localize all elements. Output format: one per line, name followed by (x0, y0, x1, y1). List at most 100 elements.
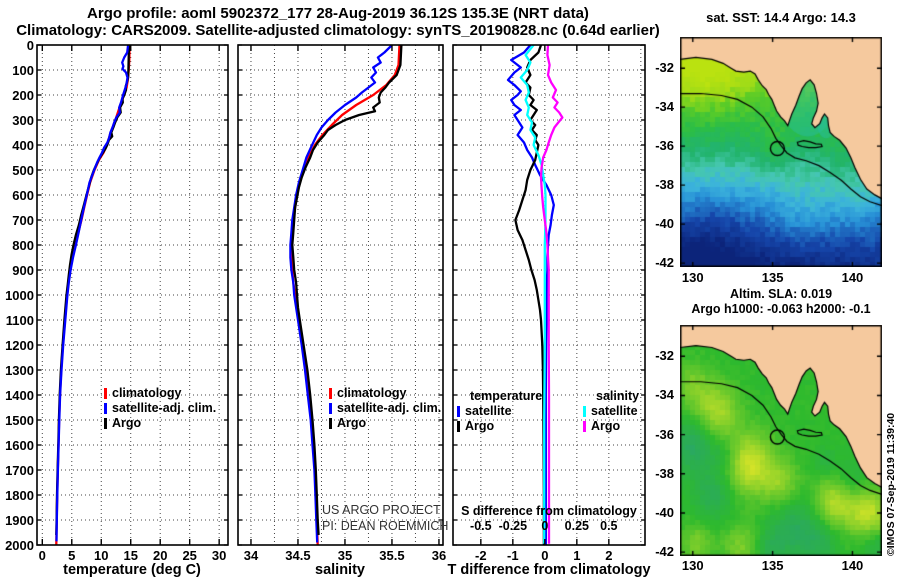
legend-label-climatology: climatology (112, 386, 182, 400)
legend-label-argo: Argo (337, 416, 367, 430)
climatology-line-swatch (329, 388, 332, 399)
x-tick-label: 25 (182, 548, 197, 563)
legend-label-s-satellite: satellite (591, 404, 638, 418)
t-difference-axis-label: T difference from climatology (447, 562, 651, 578)
map-lat-label: -42 (655, 255, 674, 271)
x-tick-label: 34 (243, 548, 259, 563)
salinity-argo-x4--curve (539, 45, 564, 544)
legend-label-t-argo: Argo (465, 419, 495, 433)
difference-panel (452, 44, 646, 546)
depth-tick-label: 1500 (5, 413, 34, 428)
map-lat-label: -38 (655, 177, 674, 193)
legend-row-argo: Argo (104, 416, 216, 431)
map-lat-label: -42 (655, 544, 674, 560)
imos-credit: ©IMOS 07-Sep-2019 11:39:40 (885, 412, 897, 556)
map-lat-label: -34 (655, 99, 674, 115)
x-tick-label: 0 (541, 548, 549, 563)
s-difference-axis-label: S difference from climatology (461, 504, 637, 518)
s-difference-tick-label: -0.5 (470, 519, 492, 533)
legend-label-t-satellite: satellite (465, 404, 512, 418)
s-difference-tick-label: 0.5 (600, 519, 618, 533)
watermark-line2: PI: DEAN ROEMMICH (322, 519, 449, 533)
legend-row-satellite-clim: satellite-adj. clim. (329, 401, 441, 416)
x-tick-label: 35.5 (379, 548, 405, 563)
depth-tick-label: 900 (12, 263, 34, 278)
depth-tick-label: 1100 (5, 313, 34, 328)
sla-map (680, 325, 882, 556)
depth-tick-label: 200 (12, 88, 34, 103)
depth-tick-label: 600 (12, 188, 34, 203)
legend-row-climatology: climatology (329, 386, 441, 401)
salinity-legend: climatology satellite-adj. clim. Argo (329, 386, 441, 431)
t-satellite-line-swatch (457, 406, 460, 417)
map-lon-label: 140 (841, 558, 864, 573)
legend-row-s-satellite: satellite (583, 404, 639, 419)
depth-tick-label: 1900 (5, 513, 34, 528)
t-argo-line-swatch (457, 421, 460, 432)
satellite-clim-line-swatch (104, 403, 107, 414)
legend-row-argo: Argo (329, 416, 441, 431)
s-difference-legend: salinity satellite Argo (583, 389, 639, 434)
legend-row-t-argo: Argo (457, 419, 542, 434)
sst-map (680, 37, 882, 267)
argo-line-swatch (104, 418, 107, 429)
x-tick-label: 20 (152, 548, 168, 563)
argo-curve (291, 45, 403, 536)
legend-label-satellite-clim: satellite-adj. clim. (337, 401, 442, 415)
salinity-axis-label: salinity (315, 562, 365, 578)
depth-tick-label: 0 (26, 38, 34, 53)
map-lon-label: 135 (761, 270, 784, 285)
depth-tick-label: 1400 (5, 388, 34, 403)
x-tick-label: 34.5 (285, 548, 311, 563)
salinity-panel (237, 44, 444, 546)
depth-tick-label: 1300 (5, 363, 34, 378)
temperature-legend: climatology satellite-adj. clim. Argo (104, 386, 216, 431)
map-lat-label: -32 (655, 60, 674, 76)
satellite-adj-clim--curve (55, 45, 130, 542)
t-difference-legend-header: temperature (470, 389, 543, 403)
argo-line-swatch (329, 418, 332, 429)
x-tick-label: 5 (68, 548, 76, 563)
s-difference-tick-label: 0 (541, 519, 549, 533)
s-difference-tick-label: 0.25 (564, 519, 589, 533)
x-tick-label: 0 (38, 548, 46, 563)
x-tick-label: 10 (94, 548, 109, 563)
sst-map-title: sat. SST: 14.4 Argo: 14.3 (706, 10, 856, 25)
sla-title-line1: Altim. SLA: 0.019 (729, 287, 833, 301)
satellite-clim-line-swatch (329, 403, 332, 414)
temperature-axis-label: temperature (deg C) (63, 562, 201, 578)
legend-row-satellite-clim: satellite-adj. clim. (104, 401, 216, 416)
map-lat-label: -32 (655, 348, 674, 364)
legend-row-climatology: climatology (104, 386, 216, 401)
map-lat-label: -36 (655, 426, 674, 442)
x-tick-label: 15 (123, 548, 138, 563)
legend-label-satellite-clim: satellite-adj. clim. (112, 401, 217, 415)
legend-row-s-argo: Argo (583, 419, 639, 434)
figure-title-line1: Argo profile: aoml 5902372_177 28-Aug-20… (87, 5, 589, 22)
legend-label-s-argo: Argo (591, 419, 621, 433)
x-tick-label: -1 (507, 548, 519, 563)
depth-tick-label: 1800 (5, 488, 34, 503)
depth-tick-label: 1200 (5, 338, 34, 353)
map-lat-label: -40 (655, 216, 674, 232)
x-tick-label: 2 (605, 548, 613, 563)
x-tick-label: 30 (211, 548, 227, 563)
watermark-line1: US ARGO PROJECT (322, 503, 441, 517)
x-tick-label: -2 (475, 548, 487, 563)
depth-tick-label: 700 (12, 213, 34, 228)
satellite-adj-clim--curve (289, 45, 393, 543)
map-lat-label: -40 (655, 504, 674, 520)
s-satellite-line-swatch (583, 406, 586, 417)
depth-tick-label: 400 (12, 138, 34, 153)
s-difference-tick-label: -0.25 (498, 519, 528, 533)
panel-frame (237, 44, 444, 546)
legend-label-argo: Argo (112, 416, 142, 430)
climatology-line-swatch (104, 388, 107, 399)
x-tick-label: 36 (431, 548, 447, 563)
map-lon-label: 135 (761, 558, 784, 573)
depth-tick-label: 1700 (5, 463, 34, 478)
salinity-satellite-x4--curve (519, 45, 547, 544)
map-lat-label: -38 (655, 465, 674, 481)
x-tick-label: 1 (573, 548, 581, 563)
depth-tick-label: 300 (12, 113, 34, 128)
